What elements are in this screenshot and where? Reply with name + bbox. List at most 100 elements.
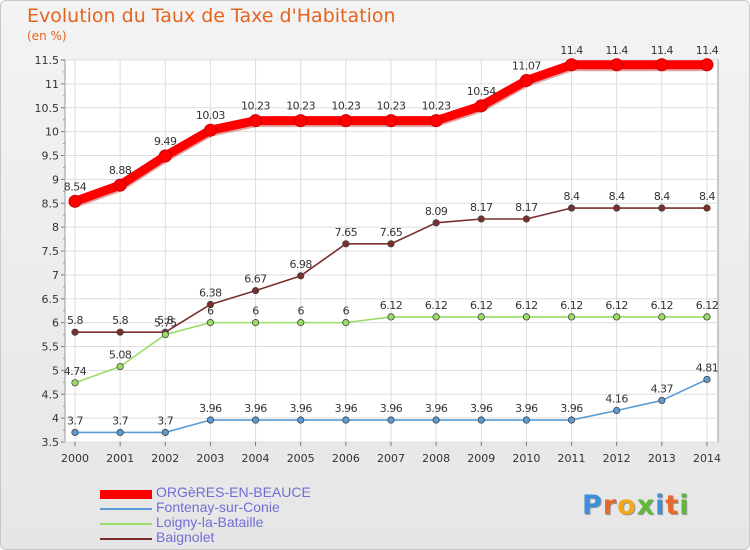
- data-label: 8.4: [564, 190, 580, 203]
- data-label: 6.12: [425, 299, 448, 312]
- data-label: 8.17: [515, 201, 538, 214]
- y-tick-label: 5.5: [42, 341, 60, 354]
- data-label: 10.54: [467, 85, 496, 98]
- data-point: [658, 313, 666, 321]
- data-point: [522, 215, 531, 223]
- x-tick-label: 2005: [287, 452, 315, 465]
- data-point: [477, 313, 485, 321]
- chart-unit-label: (en %): [27, 29, 67, 43]
- data-label: 6: [297, 305, 304, 318]
- data-point: [339, 114, 353, 128]
- legend-item: Baignolet: [100, 529, 420, 546]
- x-tick-label: 2001: [106, 452, 134, 465]
- data-label: 3.7: [157, 414, 173, 427]
- y-tick-label: 6.5: [42, 293, 60, 306]
- data-label: 8.4: [609, 190, 625, 203]
- data-label: 6.12: [605, 299, 628, 312]
- data-label: 10.03: [196, 109, 225, 122]
- y-tick-label: 8.5: [42, 197, 60, 210]
- data-point: [71, 328, 79, 336]
- data-point: [113, 178, 127, 192]
- data-point: [384, 114, 398, 128]
- y-tick-label: 9: [52, 173, 59, 186]
- data-label: 11.07: [512, 60, 541, 73]
- legend-label: ORGèRES-EN-BEAUCE: [156, 484, 311, 500]
- data-label: 4.16: [605, 392, 628, 405]
- data-label: 4.37: [651, 382, 674, 395]
- y-tick-label: 7.5: [42, 245, 60, 258]
- y-tick-label: 10.5: [35, 102, 60, 115]
- data-point: [610, 58, 624, 72]
- data-label: 6.98: [289, 258, 312, 271]
- data-label: 10.23: [286, 100, 315, 113]
- data-point: [297, 272, 305, 280]
- data-label: 11.4: [651, 44, 674, 57]
- data-label: 3.96: [560, 402, 583, 415]
- data-point: [703, 313, 711, 321]
- data-label: 8.88: [109, 164, 132, 177]
- data-label: 8.09: [425, 205, 448, 218]
- data-label: 6.12: [470, 299, 493, 312]
- data-label: 11.4: [605, 44, 628, 57]
- data-point: [432, 219, 440, 227]
- data-point: [387, 313, 395, 321]
- x-tick-label: 2006: [332, 452, 360, 465]
- data-label: 3.96: [380, 402, 403, 415]
- data-label: 5.8: [112, 314, 128, 327]
- data-point: [477, 416, 485, 424]
- data-point: [116, 328, 124, 336]
- data-label: 6.12: [651, 299, 674, 312]
- data-point: [703, 204, 711, 212]
- data-label: 6.67: [244, 273, 267, 286]
- data-point: [71, 379, 79, 387]
- data-point: [251, 319, 260, 327]
- data-label: 6: [252, 305, 259, 318]
- data-point: [613, 204, 621, 212]
- legend-item: Loigny-la-Bataille: [100, 514, 420, 531]
- data-point: [206, 300, 215, 309]
- x-tick-label: 2007: [377, 452, 405, 465]
- data-point: [519, 74, 533, 88]
- legend-label: Baignolet: [156, 529, 215, 545]
- legend-swatch: [100, 538, 152, 540]
- chart-title: Evolution du Taux de Taxe d'Habitation: [27, 5, 396, 27]
- data-label: 5.8: [67, 314, 83, 327]
- data-point: [251, 287, 260, 295]
- data-point: [342, 416, 350, 424]
- y-tick-label: 9.5: [42, 150, 60, 163]
- data-point: [203, 123, 217, 137]
- data-label: 3.96: [199, 402, 222, 415]
- data-label: 3.7: [67, 414, 83, 427]
- data-point: [206, 416, 215, 424]
- data-point: [161, 428, 169, 437]
- data-label: 8.54: [64, 180, 87, 193]
- data-point: [251, 416, 260, 424]
- y-tick-label: 4: [52, 412, 59, 425]
- data-point: [342, 240, 350, 248]
- data-point: [567, 416, 576, 424]
- data-point: [567, 313, 576, 321]
- data-label: 6.12: [696, 299, 719, 312]
- data-label: 8.4: [654, 190, 670, 203]
- y-tick-label: 4.5: [42, 388, 60, 401]
- x-tick-label: 2011: [558, 452, 586, 465]
- data-label: 6: [207, 305, 214, 318]
- data-label: 5.75: [154, 317, 177, 330]
- y-tick-label: 7: [52, 269, 59, 282]
- data-point: [294, 114, 308, 128]
- data-label: 9.49: [154, 135, 177, 148]
- data-label: 6.12: [560, 299, 583, 312]
- data-label: 3.96: [244, 402, 267, 415]
- y-tick-label: 3.5: [42, 436, 60, 449]
- data-point: [297, 416, 305, 424]
- data-point: [161, 330, 169, 339]
- data-label: 10.23: [241, 100, 270, 113]
- data-point: [387, 240, 395, 248]
- data-point: [432, 313, 440, 321]
- y-tick-label: 6: [52, 317, 59, 330]
- data-point: [429, 114, 443, 128]
- data-label: 3.96: [425, 402, 448, 415]
- legend-swatch: [100, 523, 152, 525]
- proxiti-logo: Proxiti: [582, 490, 690, 521]
